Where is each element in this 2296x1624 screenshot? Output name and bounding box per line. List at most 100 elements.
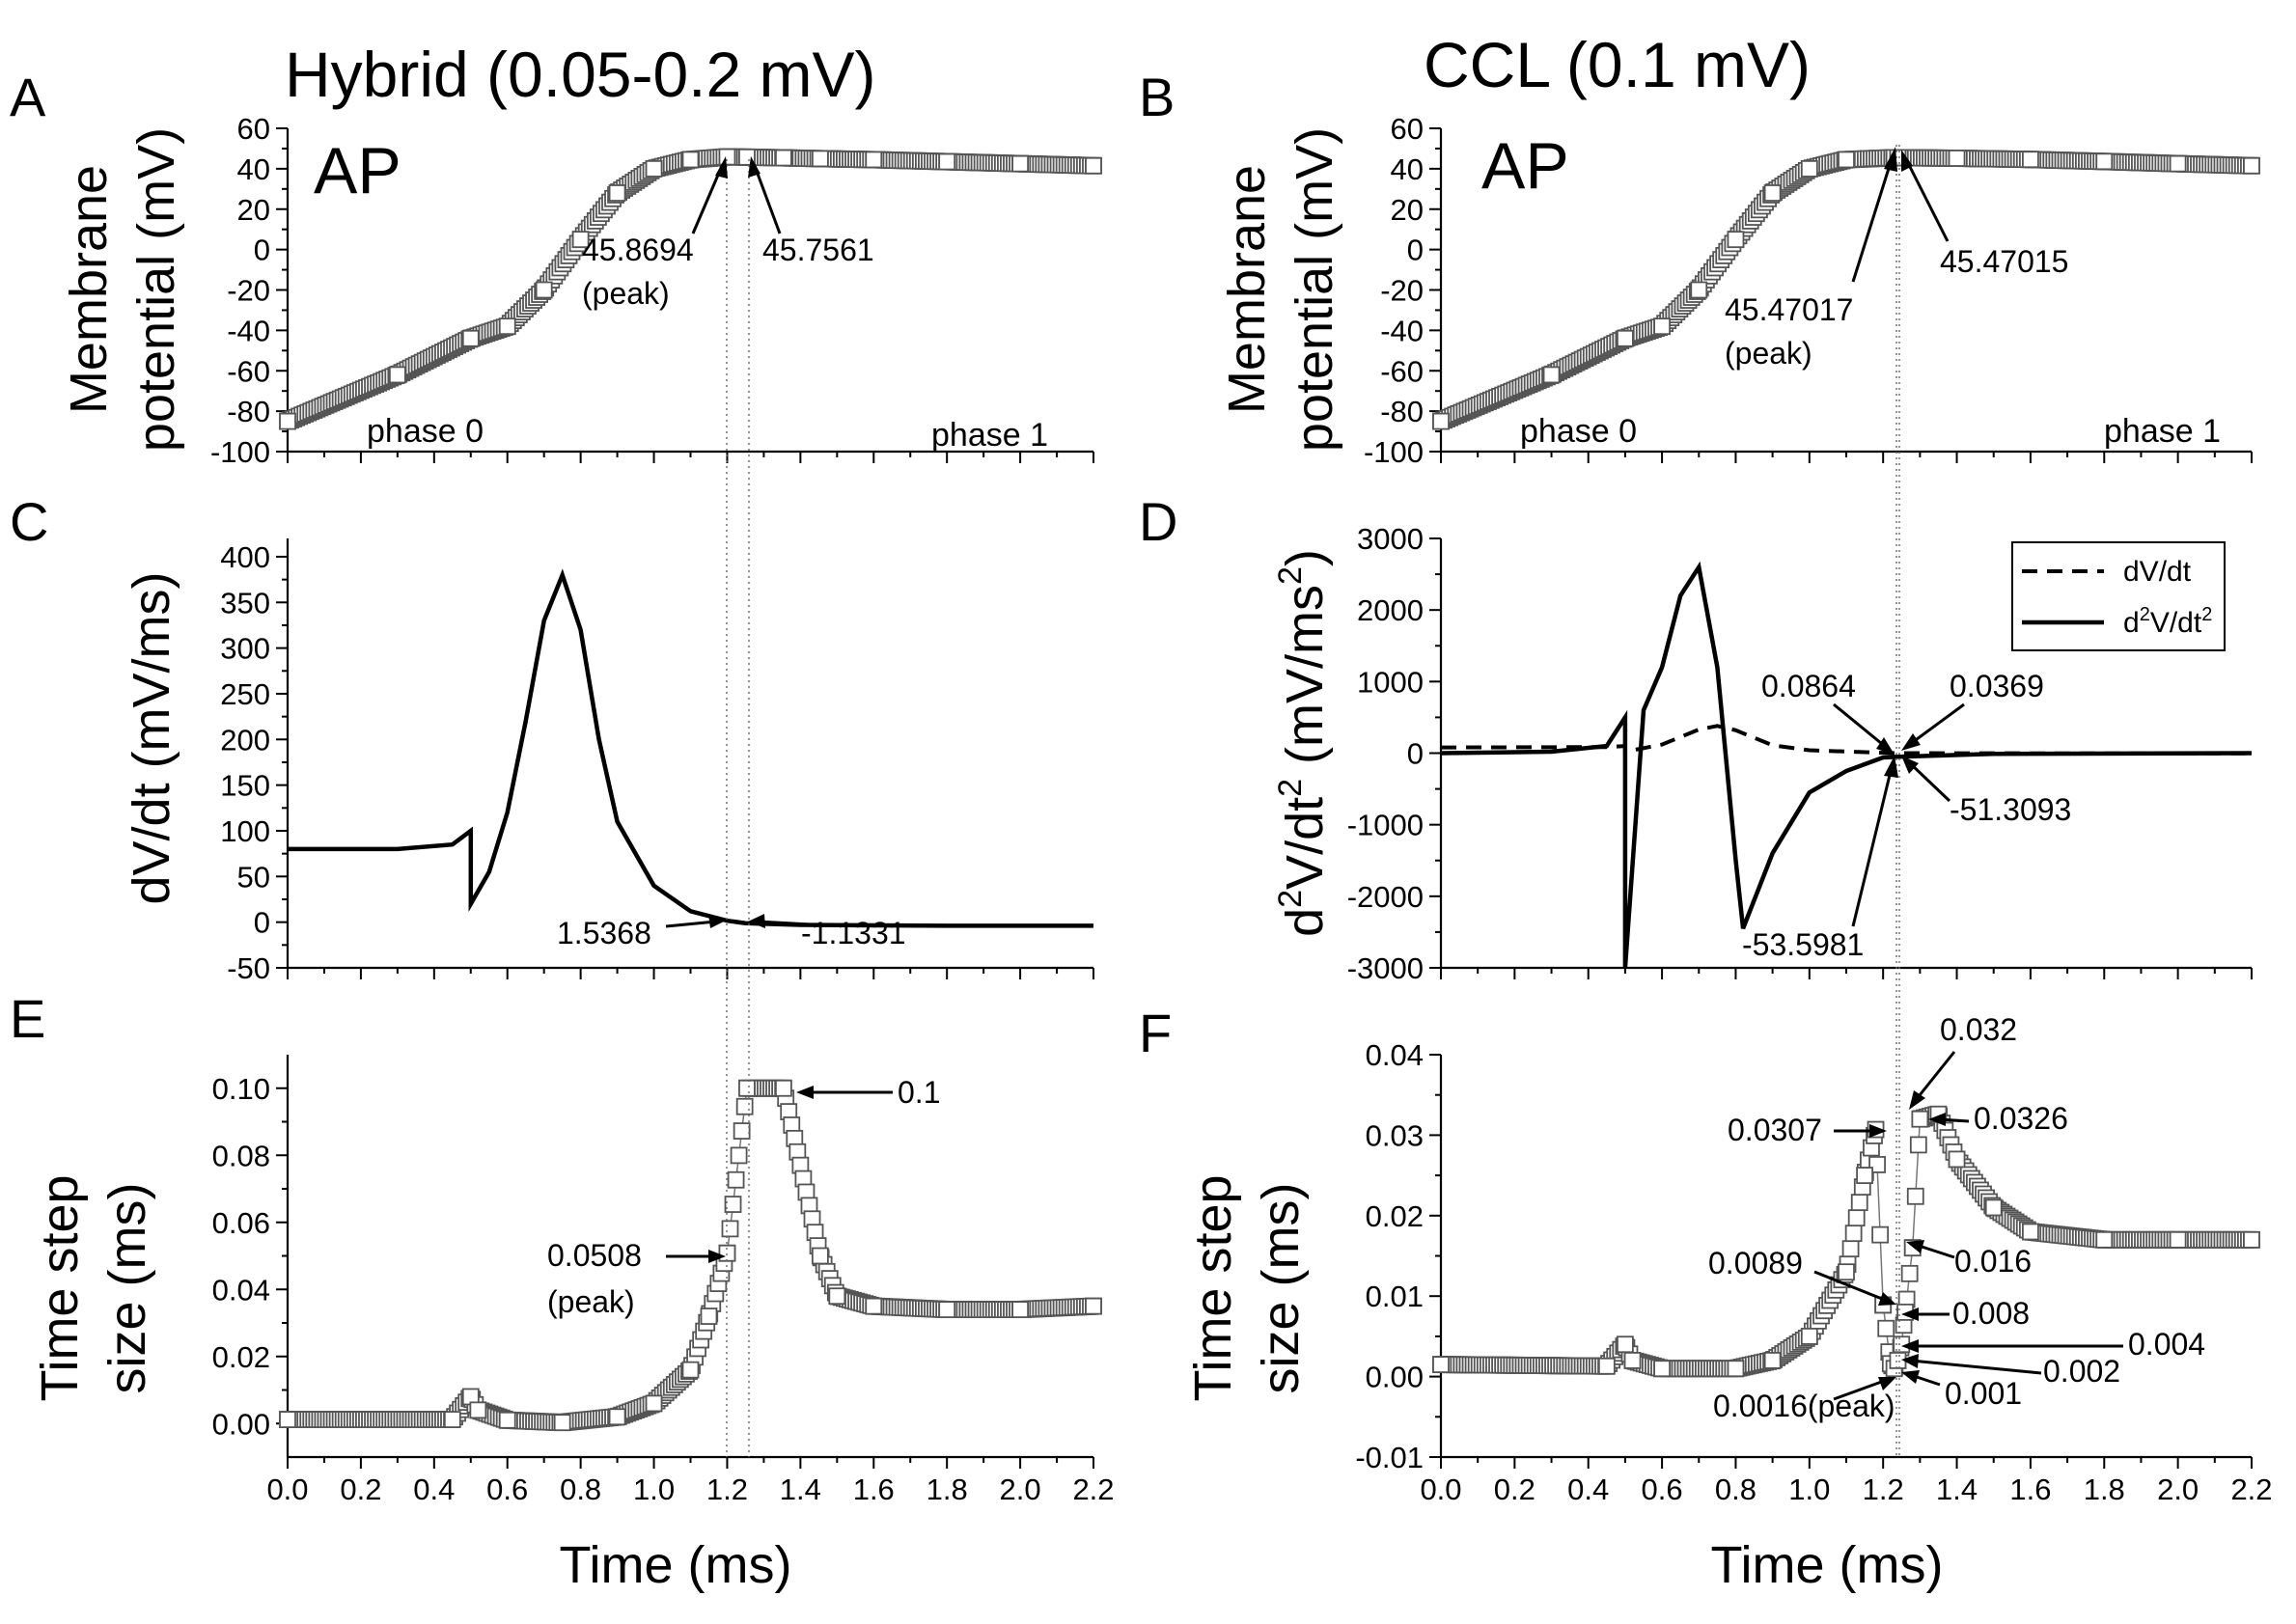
panel-e-xtick-label: 2.2	[1072, 1473, 1114, 1506]
annot-a-next-value: 45.7561	[762, 233, 874, 267]
annot-a-peak-label: (peak)	[582, 276, 670, 311]
panel-b-ytick-label: -100	[1364, 435, 1424, 469]
panel-e-point	[700, 1307, 718, 1325]
panel-f-marker	[1868, 1156, 1886, 1173]
panel-f-xlabel: Time (ms)	[1711, 1536, 1944, 1594]
panel-e-xtick-label: 1.8	[927, 1473, 968, 1506]
panel-b-ytick-label: 60	[1391, 112, 1424, 146]
annot-d-arrows	[1833, 702, 1965, 927]
panel-f-ytick-label: -0.01	[1355, 1441, 1424, 1474]
panel-c-ytick-label: -50	[227, 951, 270, 985]
panel-a-ap-label: AP	[314, 134, 401, 207]
panel-a-ytick-label: -100	[210, 435, 270, 469]
panel-d-ytick-label: -1000	[1347, 809, 1424, 842]
panel-b-point	[1948, 150, 1966, 167]
annot-f-value-5: 0.0089	[1708, 1246, 1803, 1280]
panel-letter-f: F	[1139, 1003, 1172, 1063]
panel-e-ytick-label: 0.10	[212, 1072, 270, 1106]
panel-c: -50 0 50 100 150 200 250 300 350 400	[220, 538, 1094, 985]
panel-f-ytick-label: 0.03	[1366, 1118, 1424, 1152]
panel-e-ytick-label: 0.02	[212, 1340, 270, 1374]
annot-f-value-7: 0.004	[2128, 1327, 2205, 1362]
panel-e-point	[775, 1079, 792, 1097]
panel-d-legend: dV/dt d2V/dt2	[2011, 541, 2226, 651]
panel-e-ytick-label: 0.08	[212, 1139, 270, 1172]
panel-f-ytick-label: 0.00	[1366, 1361, 1424, 1394]
panel-e-xtick-label: 1.6	[853, 1473, 895, 1506]
panel-b-ytick-label: -20	[1380, 274, 1424, 308]
panel-a-title: Hybrid (0.05-0.2 mV)	[285, 39, 876, 110]
panel-e-ylabel-line2: size (ms)	[98, 1183, 156, 1394]
panel-a-point	[775, 149, 792, 167]
panel-b-ytick-label: 40	[1391, 152, 1424, 186]
panel-a-point	[608, 184, 626, 202]
panel-d-ytick-label: 2000	[1357, 593, 1424, 627]
annot-d-value-1: 0.0864	[1761, 669, 1856, 703]
panel-b-point	[1763, 184, 1782, 202]
annot-e-arrows	[666, 1086, 893, 1263]
panel-e-xtick-label: 0.8	[560, 1473, 601, 1506]
annot-f-value-1: 0.032	[1940, 1012, 2017, 1047]
panel-f-xtick-label: 0.6	[1642, 1473, 1683, 1506]
panel-a-ylabel-line1: Membrane	[60, 165, 118, 414]
panel-e-ylabel-line1: Time step	[31, 1174, 89, 1401]
panel-f-xtick-label: 1.6	[2009, 1473, 2051, 1506]
panel-b-point	[1690, 281, 1708, 299]
panel-a-point	[388, 366, 406, 384]
panel-f-xtick-label: 0.2	[1494, 1473, 1535, 1506]
panel-b-ytick-label: 0	[1407, 234, 1424, 267]
panel-f-point	[1911, 1110, 1929, 1128]
panel-a: -100 -80 -60 -40 -20 0 20 40 60	[210, 112, 1102, 469]
panel-a-ytick-label: 20	[237, 193, 270, 227]
panel-a-connector	[287, 155, 1094, 423]
panel-f-point	[2095, 1230, 2114, 1249]
panel-e-xtick-label: 1.4	[780, 1473, 821, 1506]
annot-f-value-4: 0.016	[1954, 1244, 2032, 1279]
panel-b-point	[1617, 329, 1634, 347]
panel-a-phase0: phase 0	[367, 413, 484, 450]
annot-e-value-peak: 0.0508	[547, 1238, 642, 1273]
panel-b-point	[1653, 317, 1671, 336]
panel-f-xtick-label: 1.0	[1788, 1473, 1830, 1506]
annot-c-arrows	[665, 914, 812, 928]
panel-f-point	[1623, 1352, 1642, 1369]
panel-b-title: CCL (0.1 mV)	[1424, 29, 1811, 100]
panel-b-ylabel-line1: Membrane	[1218, 165, 1276, 414]
panel-a-ytick-label: -40	[227, 314, 270, 347]
annot-d-value-4: -53.5981	[1742, 927, 1864, 962]
panel-f-marker	[1841, 1240, 1860, 1258]
panel-a-ylabel-line2: potential (mV)	[127, 127, 185, 452]
panel-e-marker	[735, 1097, 754, 1115]
panel-e-xtick-label: 0.0	[266, 1473, 308, 1506]
panel-c-ytick-label: 50	[237, 860, 270, 894]
annot-a-arrows	[691, 156, 782, 234]
panel-e-ytick-label: 0.06	[212, 1206, 270, 1240]
panel-a-point	[535, 281, 553, 299]
panel-f-xtick-label: 1.8	[2084, 1473, 2125, 1506]
panel-a-point	[461, 329, 480, 347]
panel-e-marker	[721, 1220, 739, 1238]
panel-f-marker	[1900, 1264, 1919, 1282]
panel-d-ytick-label: -2000	[1347, 880, 1424, 914]
panel-a-point	[498, 317, 516, 336]
panel-e-point	[469, 1401, 487, 1419]
panel-f-ytick-label: 0.01	[1366, 1280, 1424, 1313]
panel-a-ytick-label: -60	[227, 354, 270, 388]
panel-c-ytick-label: 400	[220, 540, 270, 574]
panel-e-xlabel: Time (ms)	[560, 1536, 792, 1594]
panel-e-point	[738, 1079, 756, 1097]
panel-f-point	[1763, 1352, 1782, 1369]
panel-f-ytick-label: 0.04	[1366, 1038, 1424, 1072]
panel-c-ytick-label: 300	[220, 632, 270, 666]
panel-e-point	[553, 1414, 571, 1432]
panel-e-ytick-label: 0.00	[212, 1407, 270, 1441]
annot-f-value-10: 0.0016(peak)	[1713, 1389, 1895, 1423]
legend-label-d2vdt2: d2V/dt2	[2123, 604, 2212, 639]
panel-e-point	[1011, 1301, 1029, 1318]
panel-a-ytick-label: 40	[237, 152, 270, 186]
panel-f-ylabel-line1: Time step	[1184, 1174, 1242, 1401]
legend-box	[2011, 541, 2226, 651]
panel-c-ytick-label: 0	[254, 906, 270, 940]
panel-c-ytick-label: 100	[220, 814, 270, 848]
panel-f-marker	[1909, 1136, 1927, 1154]
